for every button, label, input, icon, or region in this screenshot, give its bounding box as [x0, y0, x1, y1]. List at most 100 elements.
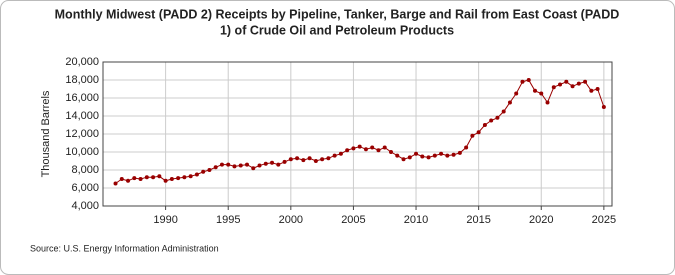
data-point: [526, 78, 531, 82]
x-tick-label: 2020: [529, 214, 553, 226]
data-point: [395, 153, 400, 158]
data-point: [338, 151, 343, 156]
data-point: [495, 115, 500, 120]
data-point: [345, 148, 350, 153]
data-point: [520, 79, 525, 84]
data-point: [119, 177, 124, 181]
data-point: [326, 156, 331, 161]
data-point: [445, 153, 450, 158]
y-tick-label: 16,000: [65, 92, 99, 104]
data-point: [595, 87, 600, 91]
y-tick-label: 4,000: [71, 200, 99, 212]
y-tick-label: 12,000: [65, 128, 99, 140]
source: Source: U.S. Energy Information Administ…: [30, 243, 219, 253]
data-point: [288, 157, 293, 162]
x-tick-label: 2005: [341, 214, 365, 226]
plot-frame: [102, 61, 613, 207]
data-point: [126, 178, 131, 183]
data-point: [263, 161, 268, 166]
data-point: [176, 176, 181, 181]
x-tick-label: 1995: [216, 214, 240, 226]
data-point: [301, 158, 306, 163]
data-point: [420, 154, 425, 159]
data-point: [476, 130, 481, 135]
x-tick-label: 2015: [466, 214, 490, 226]
data-point: [238, 163, 243, 168]
data-point: [576, 81, 581, 86]
x-tick-label: 2025: [592, 214, 616, 226]
data-point: [439, 151, 444, 156]
data-point: [407, 155, 412, 160]
data-point: [188, 174, 193, 179]
data-point: [232, 164, 237, 169]
data-point: [207, 168, 212, 172]
data-point: [276, 162, 281, 167]
data-point: [376, 148, 381, 153]
data-point: [157, 174, 162, 179]
data-point: [401, 157, 406, 162]
data-point: [194, 172, 199, 177]
data-point: [138, 177, 143, 181]
data-point: [507, 100, 512, 105]
y-axis-label: Thousand Barrels: [40, 90, 52, 177]
data-point: [414, 151, 419, 156]
data-point: [201, 169, 206, 174]
data-point: [558, 82, 563, 87]
data-point: [226, 162, 231, 167]
data-point: [464, 145, 469, 150]
data-point: [570, 84, 575, 89]
data-point: [219, 162, 224, 167]
data-point: [489, 118, 494, 123]
y-tick-label: 14,000: [65, 110, 99, 122]
data-point: [163, 178, 168, 183]
data-point: [551, 85, 556, 90]
y-tick-label: 18,000: [65, 74, 99, 86]
data-point: [514, 91, 519, 96]
data-point: [426, 155, 431, 160]
data-point: [307, 156, 312, 161]
data-point: [532, 88, 537, 93]
data-point: [113, 181, 118, 186]
data-point: [144, 175, 149, 180]
data-point: [169, 177, 174, 181]
data-point: [257, 163, 262, 168]
data-point: [601, 105, 606, 109]
y-tick-label: 8,000: [71, 164, 99, 176]
data-point: [151, 175, 156, 180]
data-point: [332, 153, 337, 158]
data-point: [313, 159, 318, 163]
data-point: [251, 166, 256, 171]
data-point: [295, 156, 300, 161]
data-point: [451, 152, 456, 157]
x-tick-label: 2010: [404, 214, 428, 226]
data-point: [470, 133, 475, 138]
data-point: [244, 162, 249, 167]
y-tick-label: 6,000: [71, 182, 99, 194]
data-point: [132, 176, 137, 181]
data-point: [482, 123, 487, 127]
y-tick-label: 10,000: [65, 146, 99, 158]
data-point: [583, 79, 588, 84]
y-tick-label: 20,000: [65, 56, 99, 68]
data-point: [357, 144, 362, 149]
data-point: [270, 160, 275, 165]
data-point: [501, 109, 506, 114]
data-point: [545, 100, 550, 105]
data-point: [457, 150, 462, 155]
data-point: [382, 145, 387, 150]
data-point: [564, 79, 569, 84]
x-tick-label: 2000: [279, 214, 303, 226]
data-point: [182, 175, 187, 180]
data-point: [388, 150, 393, 154]
data-point: [363, 147, 368, 152]
data-point: [370, 145, 375, 150]
data-point: [589, 88, 594, 93]
x-tick-label: 1990: [153, 214, 177, 226]
data-point: [213, 165, 218, 170]
data-point: [351, 146, 356, 151]
data-point: [432, 153, 437, 158]
chart-title: 1) of Crude Oil and Petroleum Products: [220, 23, 454, 37]
data-point: [320, 157, 325, 162]
